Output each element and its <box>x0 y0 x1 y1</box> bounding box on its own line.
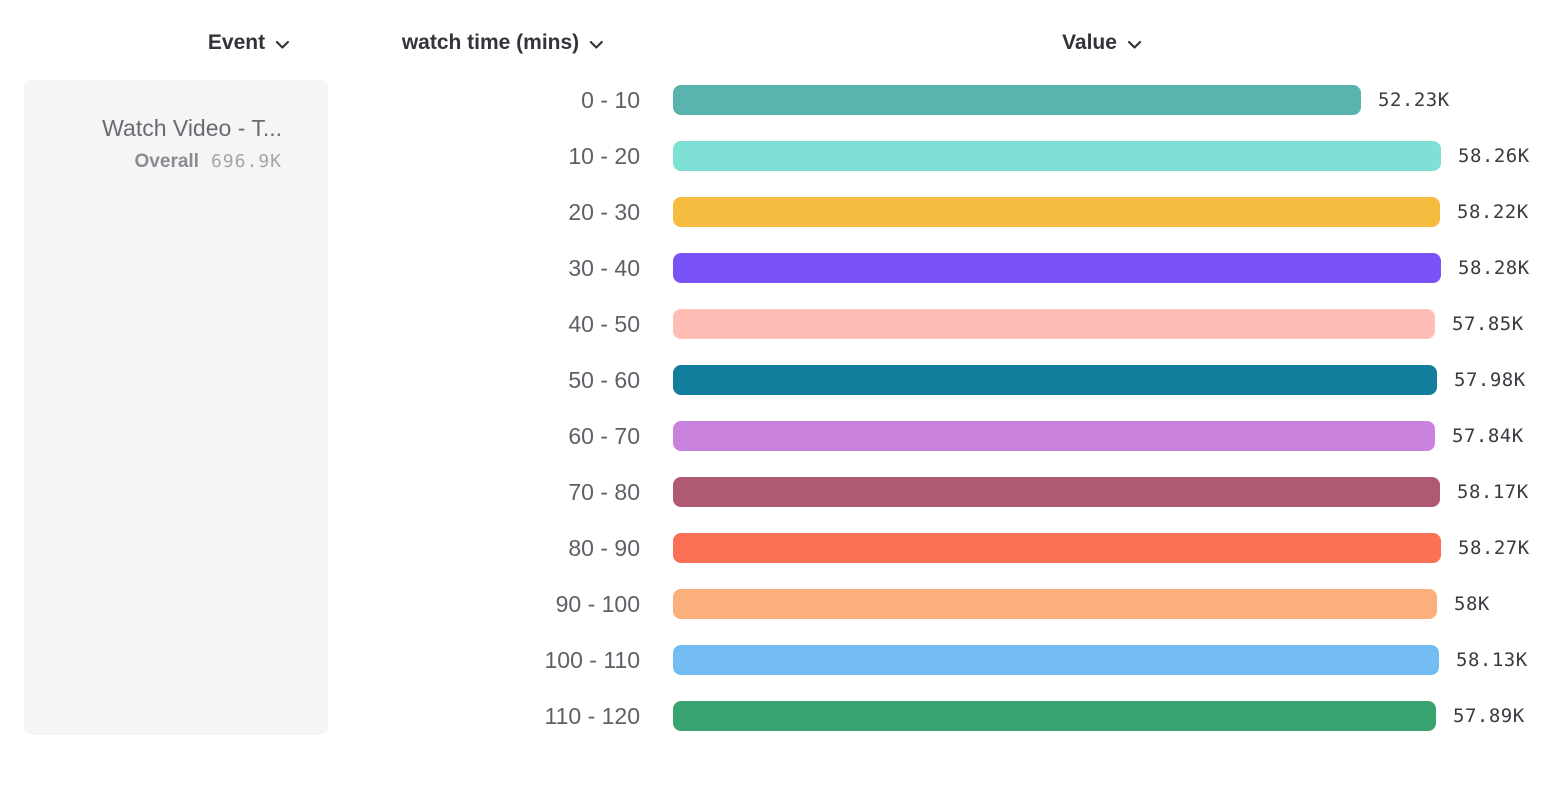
bar[interactable] <box>673 365 1437 395</box>
bar-value-label: 57.98K <box>1454 369 1526 391</box>
bucket-label: 40 - 50 <box>568 310 640 337</box>
bar-value-label: 52.23K <box>1378 89 1450 111</box>
bucket-label: 0 - 10 <box>581 86 640 113</box>
bar-row: 60 - 70 57.84K <box>0 408 1568 464</box>
bucket-label: 90 - 100 <box>555 590 640 617</box>
column-header-event[interactable]: Event <box>208 28 290 58</box>
overall-label: Overall <box>134 150 199 172</box>
chevron-down-icon <box>589 40 604 50</box>
bar-row: 50 - 60 57.98K <box>0 352 1568 408</box>
column-header-value[interactable]: Value <box>1062 28 1142 58</box>
bar-row: 70 - 80 58.17K <box>0 464 1568 520</box>
bar[interactable] <box>673 589 1437 619</box>
bar[interactable] <box>673 85 1361 115</box>
bucket-label: 10 - 20 <box>568 142 640 169</box>
column-header-breakdown[interactable]: watch time (mins) <box>402 28 604 58</box>
bar-row: 20 - 30 58.22K <box>0 184 1568 240</box>
bar[interactable] <box>673 533 1441 563</box>
bucket-label: 20 - 30 <box>568 198 640 225</box>
bar-value-label: 58.22K <box>1457 201 1529 223</box>
overall-value: 696.9K <box>210 150 282 172</box>
bar-row: 0 - 10 52.23K <box>0 72 1568 128</box>
bar[interactable] <box>673 477 1440 507</box>
event-card[interactable]: Watch Video - T... Overall 696.9K <box>24 80 328 735</box>
bar[interactable] <box>673 309 1435 339</box>
bucket-label: 60 - 70 <box>568 422 640 449</box>
bar-value-label: 58K <box>1454 593 1490 615</box>
column-header-breakdown-label: watch time (mins) <box>401 31 580 54</box>
bucket-label: 50 - 60 <box>568 366 640 393</box>
bar-value-label: 57.84K <box>1452 425 1524 447</box>
bucket-label: 80 - 90 <box>568 534 640 561</box>
chevron-down-icon <box>1127 40 1142 50</box>
column-header-value-label: Value <box>1062 31 1117 54</box>
bar-row: 40 - 50 57.85K <box>0 296 1568 352</box>
bar[interactable] <box>673 197 1440 227</box>
bar-value-label: 58.17K <box>1457 481 1529 503</box>
bar-row: 100 - 110 58.13K <box>0 632 1568 688</box>
bar-value-label: 58.13K <box>1456 649 1528 671</box>
bar[interactable] <box>673 421 1435 451</box>
bar-value-label: 57.85K <box>1452 313 1524 335</box>
bucket-label: 110 - 120 <box>544 702 640 729</box>
bar-value-label: 58.27K <box>1458 537 1530 559</box>
bar[interactable] <box>673 645 1439 675</box>
column-header-event-label: Event <box>207 31 266 54</box>
bucket-label: 70 - 80 <box>568 478 640 505</box>
bucket-label: 30 - 40 <box>568 254 640 281</box>
bar[interactable] <box>673 253 1441 283</box>
bucket-label: 100 - 110 <box>544 646 640 673</box>
bar-row: 90 - 100 58K <box>0 576 1568 632</box>
bar[interactable] <box>673 141 1441 171</box>
bar-chart-rows: 0 - 10 52.23K 10 - 20 58.26K 20 - 30 58.22K 30… <box>0 72 1568 744</box>
bar-value-label: 58.26K <box>1458 145 1530 167</box>
chevron-down-icon <box>275 40 290 50</box>
bar-row: 80 - 90 58.27K <box>0 520 1568 576</box>
bar-row: 10 - 20 58.26K <box>0 128 1568 184</box>
bar-row: 30 - 40 58.28K <box>0 240 1568 296</box>
bar[interactable] <box>673 701 1436 731</box>
bar-row: 110 - 120 57.89K <box>0 688 1568 744</box>
event-title: Watch Video - T... <box>102 115 282 141</box>
bar-value-label: 57.89K <box>1453 705 1525 727</box>
bar-value-label: 58.28K <box>1458 257 1530 279</box>
event-overall-row: Overall 696.9K <box>24 151 282 173</box>
